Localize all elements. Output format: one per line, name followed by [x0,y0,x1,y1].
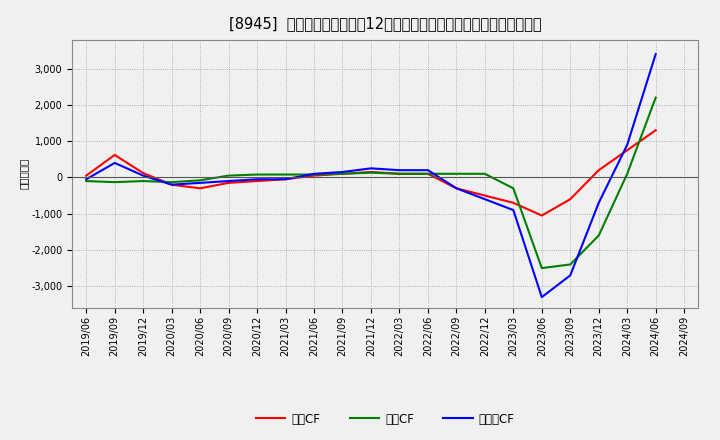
投資CF [395,171,404,176]
営業CF [537,213,546,218]
フリーCF [623,142,631,147]
投資CF [139,178,148,183]
営業CF [196,186,204,191]
営業CF [282,176,290,182]
フリーCF [452,186,461,191]
営業CF [338,171,347,176]
フリーCF [167,182,176,187]
フリーCF [423,168,432,173]
営業CF [509,200,518,205]
Title: [8945]  キャッシュフローの12か月移動合計の対前年同期増減額の推移: [8945] キャッシュフローの12か月移動合計の対前年同期増減額の推移 [229,16,541,32]
投資CF [196,178,204,183]
フリーCF [82,176,91,182]
投資CF [282,172,290,177]
営業CF [110,152,119,158]
投資CF [452,171,461,176]
営業CF [566,197,575,202]
投資CF [623,171,631,176]
フリーCF [139,173,148,178]
フリーCF [196,180,204,186]
投資CF [110,180,119,185]
フリーCF [395,168,404,173]
投資CF [595,233,603,238]
営業CF [139,170,148,176]
投資CF [480,171,489,176]
投資CF [310,172,318,177]
フリーCF [338,169,347,175]
営業CF [82,173,91,178]
フリーCF [110,160,119,165]
投資CF [423,171,432,176]
フリーCF [225,178,233,183]
投資CF [225,173,233,178]
投資CF [167,180,176,185]
Line: 営業CF: 営業CF [86,130,656,216]
Line: フリーCF: フリーCF [86,54,656,297]
投資CF [537,265,546,271]
営業CF [310,173,318,178]
フリーCF [537,294,546,300]
営業CF [623,147,631,153]
フリーCF [310,171,318,176]
投資CF [82,178,91,183]
営業CF [167,182,176,187]
フリーCF [566,273,575,278]
営業CF [480,193,489,198]
営業CF [225,180,233,186]
投資CF [566,262,575,267]
投資CF [652,95,660,100]
フリーCF [509,207,518,213]
営業CF [423,171,432,176]
営業CF [652,128,660,133]
フリーCF [652,51,660,57]
営業CF [366,169,375,175]
営業CF [595,168,603,173]
フリーCF [595,200,603,205]
フリーCF [282,176,290,182]
Line: 投資CF: 投資CF [86,98,656,268]
営業CF [452,186,461,191]
フリーCF [480,197,489,202]
投資CF [338,171,347,176]
営業CF [395,171,404,176]
投資CF [509,186,518,191]
フリーCF [253,176,261,182]
投資CF [253,172,261,177]
Y-axis label: （百万円）: （百万円） [18,158,28,190]
Legend: 営業CF, 投資CF, フリーCF: 営業CF, 投資CF, フリーCF [251,408,519,430]
営業CF [253,178,261,183]
フリーCF [366,166,375,171]
投資CF [366,170,375,176]
